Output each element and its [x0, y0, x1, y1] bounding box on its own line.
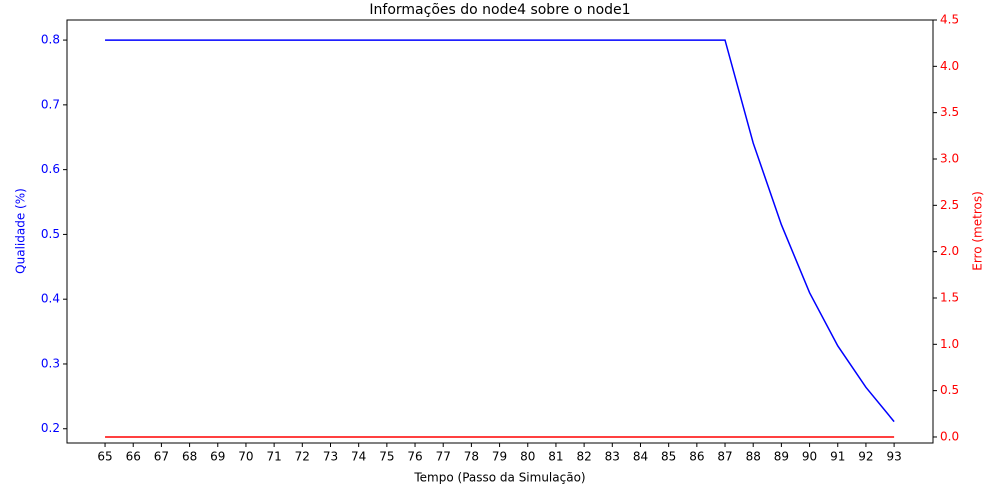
- x-tick-label: 92: [858, 450, 873, 464]
- x-tick-label: 71: [266, 450, 281, 464]
- y-tick-label: 0.2: [41, 421, 60, 435]
- x-tick-label: 87: [717, 450, 732, 464]
- x-tick-label: 85: [661, 450, 676, 464]
- y2-tick-label: 1.5: [940, 290, 959, 304]
- y2-tick-label: 0.5: [940, 383, 959, 397]
- y-axis-label: Qualidade (%): [14, 188, 28, 274]
- x-tick-label: 73: [323, 450, 338, 464]
- x-axis-label: Tempo (Passo da Simulação): [413, 471, 585, 485]
- x-tick-label: 89: [774, 450, 789, 464]
- chart-title: Informações do node4 sobre o node1: [369, 2, 630, 18]
- line: [105, 39, 895, 423]
- y2-tick-label: 2.5: [940, 198, 959, 212]
- x-tick-label: 90: [802, 450, 817, 464]
- y-tick-label: 0.6: [41, 162, 60, 176]
- y2-tick-label: 3.0: [940, 151, 959, 165]
- y2-axis-label: Erro (metros): [971, 191, 985, 271]
- x-tick-label: 76: [407, 450, 422, 464]
- x-tick-label: 82: [576, 450, 591, 464]
- x-tick-label: 75: [379, 450, 394, 464]
- x-tick-label: 69: [210, 450, 225, 464]
- y-tick-label: 0.8: [41, 33, 60, 47]
- x-tick-label: 78: [464, 450, 479, 464]
- y-tick-label: 0.4: [41, 292, 60, 306]
- y-tick-label: 0.7: [41, 97, 60, 111]
- x-tick-label: 68: [182, 450, 197, 464]
- x-tick-label: 86: [689, 450, 704, 464]
- x-tick-label: 72: [295, 450, 310, 464]
- x-tick-label: 79: [492, 450, 507, 464]
- x-tick-label: 91: [830, 450, 845, 464]
- x-tick-label: 83: [605, 450, 620, 464]
- x-tick-label: 77: [436, 450, 451, 464]
- x-tick-label: 65: [97, 450, 112, 464]
- y2-tick-label: 4.0: [940, 59, 959, 73]
- plot-frame: [66, 19, 934, 444]
- x-tick-label: 81: [548, 450, 563, 464]
- x-tick-label: 74: [351, 450, 366, 464]
- x-tick-label: 80: [520, 450, 535, 464]
- x-tick-label: 70: [238, 450, 253, 464]
- y2-tick-label: 2.0: [940, 244, 959, 258]
- x-tick-label: 84: [633, 450, 648, 464]
- y2-tick-label: 0.0: [940, 429, 959, 443]
- y-tick-label: 0.3: [41, 356, 60, 370]
- y2-tick-label: 4.5: [940, 13, 959, 27]
- y2-tick-label: 1.0: [940, 337, 959, 351]
- y-tick-label: 0.5: [41, 227, 60, 241]
- x-tick-label: 66: [126, 450, 141, 464]
- x-tick-label: 67: [154, 450, 169, 464]
- x-tick-label: 93: [886, 450, 901, 464]
- x-tick-label: 88: [746, 450, 761, 464]
- y2-tick-label: 3.5: [940, 105, 959, 119]
